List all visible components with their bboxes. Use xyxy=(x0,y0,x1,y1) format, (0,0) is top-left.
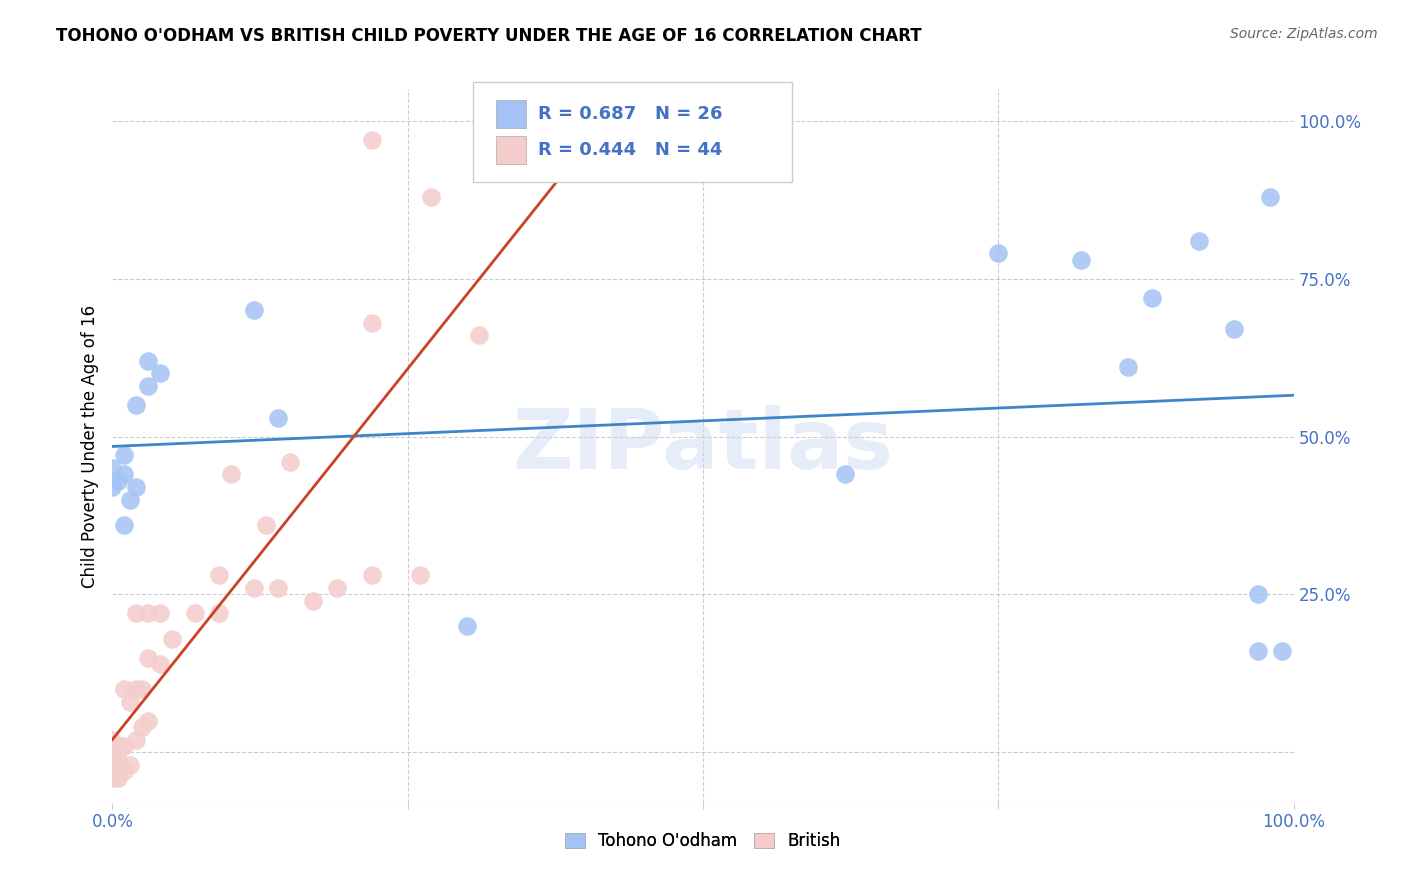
Point xyxy=(101,771,124,785)
Point xyxy=(101,764,124,779)
Point xyxy=(621,133,644,147)
Point xyxy=(361,316,384,330)
Point xyxy=(278,455,301,469)
Point xyxy=(112,467,135,482)
Point xyxy=(267,410,290,425)
Point xyxy=(149,607,172,621)
Point xyxy=(160,632,183,646)
Point xyxy=(136,353,159,368)
Point xyxy=(107,474,129,488)
Point xyxy=(125,682,148,697)
Point xyxy=(1258,189,1281,203)
Point xyxy=(136,650,159,665)
Point xyxy=(491,133,513,147)
Point xyxy=(125,732,148,747)
Point xyxy=(1271,644,1294,658)
Point xyxy=(149,657,172,671)
Point xyxy=(1247,587,1270,601)
Point xyxy=(101,751,124,765)
Point xyxy=(208,568,231,582)
Point xyxy=(456,619,478,633)
Point xyxy=(112,764,135,779)
Point xyxy=(101,758,124,772)
Point xyxy=(1223,322,1246,336)
Point xyxy=(136,379,159,393)
Point xyxy=(420,189,443,203)
Point xyxy=(107,739,129,753)
Text: R = 0.687   N = 26: R = 0.687 N = 26 xyxy=(537,105,723,123)
Point xyxy=(243,581,266,595)
Point xyxy=(302,593,325,607)
Point xyxy=(101,745,124,759)
Text: Source: ZipAtlas.com: Source: ZipAtlas.com xyxy=(1230,27,1378,41)
Point xyxy=(101,480,124,494)
Point xyxy=(120,492,142,507)
Point xyxy=(219,467,242,482)
Point xyxy=(125,607,148,621)
Point xyxy=(1247,644,1270,658)
Point xyxy=(107,751,129,765)
Point xyxy=(136,714,159,728)
Point xyxy=(112,739,135,753)
Point xyxy=(112,517,135,532)
Point xyxy=(112,449,135,463)
Point xyxy=(131,682,153,697)
Point xyxy=(408,568,430,582)
Bar xyxy=(496,136,526,164)
Point xyxy=(467,328,489,343)
Point xyxy=(208,607,231,621)
Point xyxy=(361,568,384,582)
Point xyxy=(120,758,142,772)
Point xyxy=(1188,234,1211,248)
Point xyxy=(125,398,148,412)
Point xyxy=(101,461,124,475)
Text: R = 0.444   N = 44: R = 0.444 N = 44 xyxy=(537,141,723,159)
Point xyxy=(107,771,129,785)
Point xyxy=(136,607,159,621)
Y-axis label: Child Poverty Under the Age of 16: Child Poverty Under the Age of 16 xyxy=(80,304,98,588)
Point xyxy=(120,695,142,709)
Point xyxy=(254,517,277,532)
Point xyxy=(101,732,124,747)
Legend: Tohono O'odham, British: Tohono O'odham, British xyxy=(557,824,849,859)
Point xyxy=(1140,291,1163,305)
Text: TOHONO O'ODHAM VS BRITISH CHILD POVERTY UNDER THE AGE OF 16 CORRELATION CHART: TOHONO O'ODHAM VS BRITISH CHILD POVERTY … xyxy=(56,27,922,45)
Point xyxy=(243,303,266,318)
FancyBboxPatch shape xyxy=(472,82,792,182)
Point xyxy=(107,764,129,779)
Point xyxy=(267,581,290,595)
Point xyxy=(326,581,349,595)
Point xyxy=(149,367,172,381)
Text: ZIPatlas: ZIPatlas xyxy=(513,406,893,486)
Point xyxy=(112,682,135,697)
Point xyxy=(131,720,153,734)
Point xyxy=(1116,360,1139,375)
Point xyxy=(987,246,1010,260)
Point xyxy=(834,467,856,482)
Point xyxy=(184,607,207,621)
Point xyxy=(1070,252,1092,267)
Point xyxy=(125,480,148,494)
Bar xyxy=(496,100,526,128)
Point xyxy=(361,133,384,147)
